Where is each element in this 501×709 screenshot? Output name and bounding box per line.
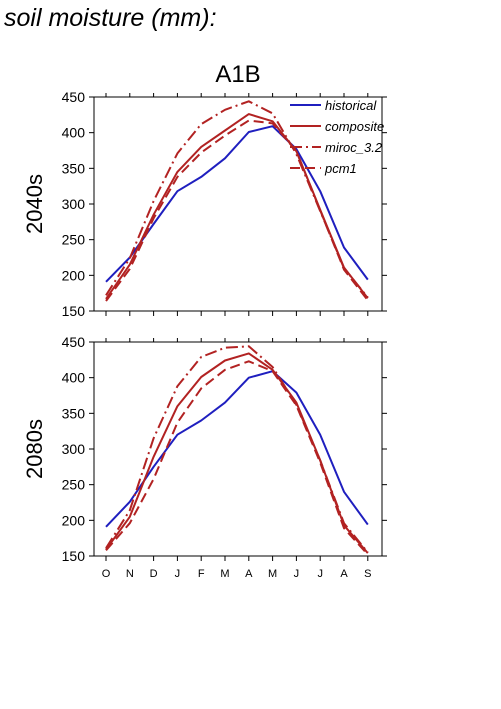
- page-title: soil moisture (mm):: [4, 4, 217, 32]
- panels: 150 200 250 300 350 400 450 2040s 150 200 250 300 35…: [22, 89, 387, 580]
- y-tick-label: 200: [62, 512, 86, 528]
- y-tick-label: 150: [62, 303, 86, 319]
- x-tick-label: D: [150, 568, 158, 580]
- series-line-miroc-3-2: [105, 100, 369, 299]
- x-tick-label: J: [294, 568, 300, 580]
- legend-item: composite: [290, 119, 384, 134]
- legend-label: historical: [325, 98, 377, 113]
- legend-label: pcm1: [324, 161, 357, 176]
- legend: historical composite miroc_3.2 pcm1: [290, 98, 384, 176]
- row-label-2040s: 2040s: [22, 174, 47, 234]
- x-tick-label: A: [340, 568, 348, 580]
- y-tick-label: 200: [62, 267, 86, 283]
- series-line-historical: [105, 125, 369, 283]
- x-tick-label: N: [126, 568, 134, 580]
- y-tick-label: 400: [62, 125, 86, 141]
- y-tick-label: 350: [62, 160, 86, 176]
- chart-title: A1B: [215, 61, 260, 88]
- plot-frame: [93, 341, 383, 557]
- y-tick-label: 250: [62, 232, 86, 248]
- series-line-pcm1: [105, 360, 369, 556]
- series-line-historical: [105, 370, 369, 528]
- legend-item: historical: [290, 98, 377, 113]
- y-tick-label: 150: [62, 548, 86, 564]
- legend-label: miroc_3.2: [325, 140, 383, 155]
- x-tick-label: J: [175, 568, 181, 580]
- row-label-2080s: 2080s: [22, 419, 47, 479]
- x-tick-label: A: [245, 568, 253, 580]
- legend-item: pcm1: [290, 161, 357, 176]
- series-line-miroc-3-2: [105, 345, 369, 554]
- x-tick-label: S: [364, 568, 371, 580]
- panel-2080s: 150 200 250 300 350 400 450 2080s O N D J F M A M J J A S: [22, 334, 387, 580]
- y-tick-label: 450: [62, 334, 86, 350]
- x-tick-label: O: [102, 568, 111, 580]
- legend-item: miroc_3.2: [290, 140, 383, 155]
- y-tick-label: 350: [62, 405, 86, 421]
- y-tick-label: 300: [62, 196, 86, 212]
- x-tick-label: M: [268, 568, 277, 580]
- y-tick-label: 300: [62, 441, 86, 457]
- x-tick-label: J: [317, 568, 323, 580]
- x-tick-label: M: [220, 568, 229, 580]
- y-tick-label: 450: [62, 89, 86, 105]
- panel-2040s: 150 200 250 300 350 400 450 2040s: [22, 89, 387, 319]
- y-tick-label: 250: [62, 477, 86, 493]
- x-tick-label: F: [198, 568, 205, 580]
- y-tick-label: 400: [62, 370, 86, 386]
- legend-label: composite: [325, 119, 384, 134]
